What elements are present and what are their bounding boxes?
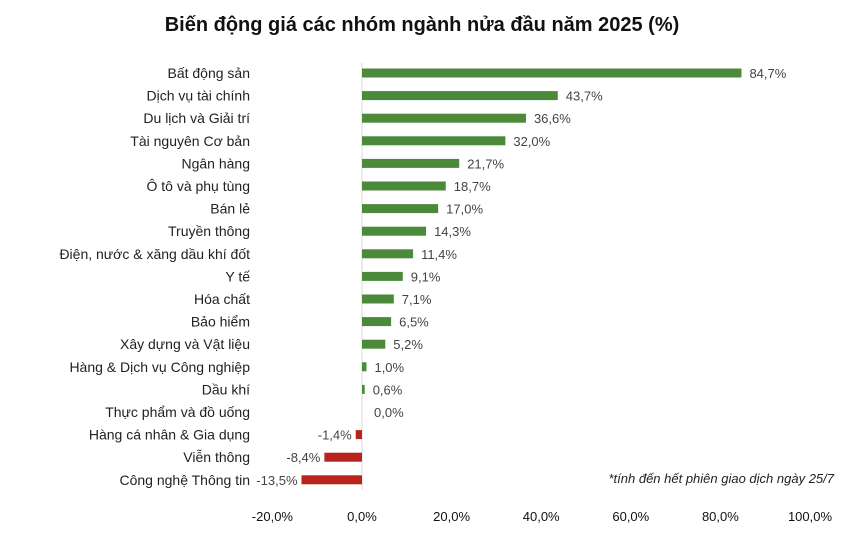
data-label: 11,4% (421, 247, 457, 262)
category-label: Hóa chất (194, 291, 250, 307)
data-label: -8,4% (286, 450, 320, 465)
bar (362, 362, 367, 372)
category-label: Tài nguyên Cơ bản (130, 133, 250, 149)
data-label: 9,1% (411, 269, 441, 284)
data-label: 32,0% (513, 134, 550, 149)
bar (324, 452, 362, 462)
data-label: 6,5% (399, 315, 429, 330)
x-tick-label: 80,0% (702, 509, 739, 524)
category-label: Ô tô và phụ tùng (146, 178, 250, 194)
bar (362, 113, 526, 123)
x-tick-label: 20,0% (433, 509, 470, 524)
bar (362, 204, 439, 214)
bar (362, 181, 446, 191)
category-label: Y tế (225, 268, 250, 284)
bar (362, 158, 460, 168)
data-label: 0,6% (373, 382, 403, 397)
category-label: Du lịch và Giải trí (143, 110, 250, 126)
x-tick-label: 60,0% (612, 509, 649, 524)
bar (362, 136, 506, 146)
x-tick-label: -20,0% (252, 509, 294, 524)
category-label: Truyền thông (168, 223, 250, 239)
bar (362, 249, 414, 259)
category-label: Hàng & Dịch vụ Công nghiệp (69, 359, 250, 375)
category-label: Viễn thông (183, 449, 250, 465)
bar (362, 226, 427, 236)
bar (362, 317, 392, 327)
bar (362, 91, 558, 101)
data-label: 21,7% (467, 156, 504, 171)
data-label: 7,1% (402, 292, 432, 307)
category-label: Bán lẻ (210, 201, 250, 217)
data-label: 17,0% (446, 202, 483, 217)
bar (355, 430, 362, 440)
chart-title: Biến động giá các nhóm ngành nửa đầu năm… (164, 14, 680, 36)
bar (362, 271, 403, 281)
data-label: 18,7% (454, 179, 491, 194)
category-label: Xây dựng và Vật liệu (120, 336, 250, 352)
x-tick-label: 100,0% (788, 509, 833, 524)
bar (362, 68, 742, 78)
data-label: -1,4% (318, 428, 352, 443)
data-label: 84,7% (749, 66, 786, 81)
data-label: 14,3% (434, 224, 471, 239)
data-label: 36,6% (534, 111, 571, 126)
data-label: -13,5% (256, 473, 298, 488)
category-label: Hàng cá nhân & Gia dụng (89, 427, 250, 443)
category-label: Ngân hàng (181, 155, 250, 171)
category-label: Thực phẩm và đồ uống (105, 404, 250, 420)
data-label: 5,2% (393, 337, 423, 352)
data-label: 0,0% (374, 405, 404, 420)
x-tick-label: 40,0% (523, 509, 560, 524)
category-label: Điện, nước & xăng dầu khí đốt (59, 246, 250, 262)
footnote: *tính đến hết phiên giao dịch ngày 25/7 (608, 471, 834, 486)
data-label: 1,0% (374, 360, 404, 375)
category-label: Dịch vụ tài chính (147, 88, 251, 104)
bar (362, 339, 386, 349)
bar (362, 294, 394, 304)
x-tick-label: 0,0% (347, 509, 377, 524)
category-label: Bất động sản (167, 65, 250, 81)
data-label: 43,7% (566, 89, 603, 104)
bar (301, 475, 362, 485)
category-label: Bảo hiểm (191, 314, 250, 330)
bar (362, 384, 365, 394)
category-label: Dầu khí (202, 381, 250, 397)
category-label: Công nghệ Thông tin (119, 472, 250, 488)
